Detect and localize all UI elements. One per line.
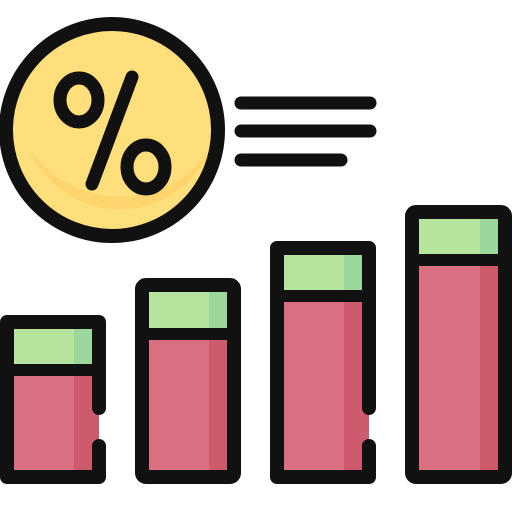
bar-1: [0, 315, 106, 484]
percent-symbol-icon: [53, 70, 172, 196]
bar-3: [270, 241, 376, 484]
percent-top-circle: [53, 71, 105, 129]
percent-slash: [85, 70, 139, 191]
badge-shade: [30, 150, 210, 210]
bar-2-outline: [135, 278, 241, 484]
bar-1-outline: [0, 315, 106, 484]
bar-3-outline: [270, 241, 376, 484]
bar-4-outline: [405, 205, 512, 484]
bar-4: [405, 205, 512, 484]
percent-bottom-circle: [120, 138, 172, 196]
text-lines-icon: [234, 96, 377, 167]
percent-badge-icon: [0, 17, 225, 243]
bar-2: [135, 278, 241, 484]
badge-outline: [0, 17, 225, 243]
